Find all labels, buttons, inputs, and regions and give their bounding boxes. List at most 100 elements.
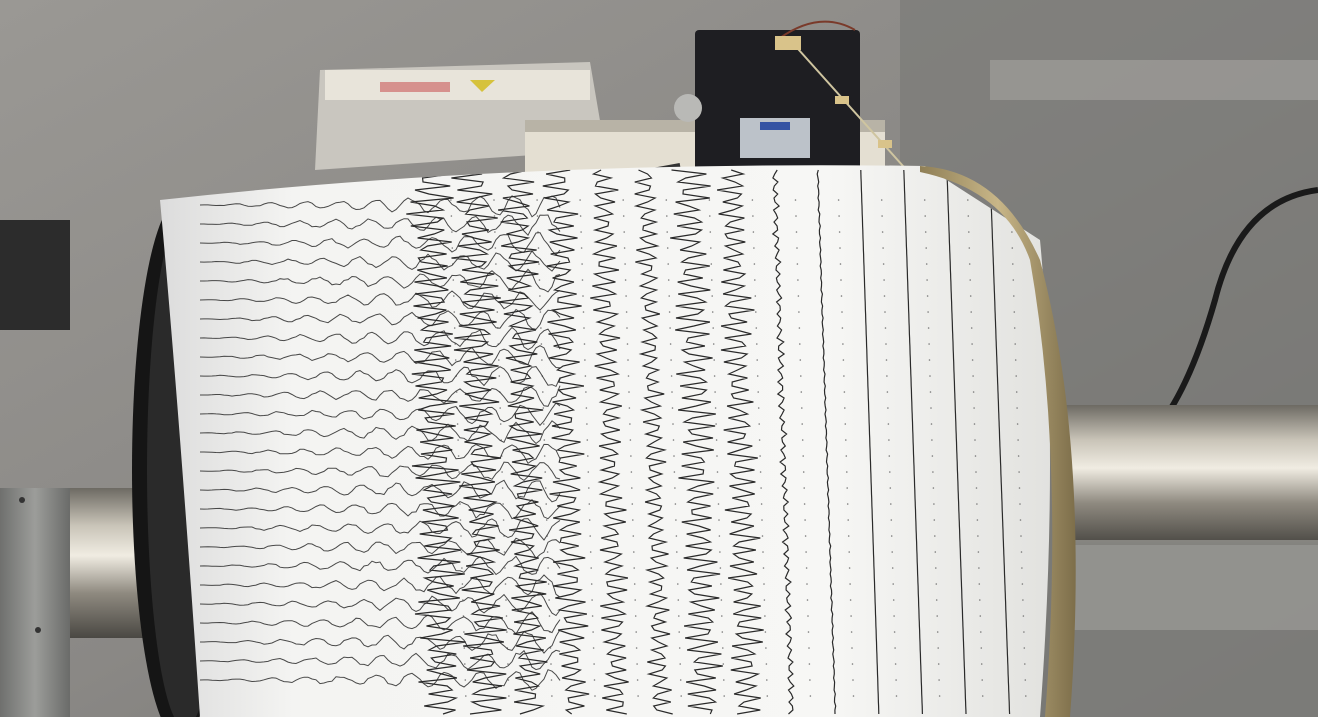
time-mark — [504, 583, 507, 585]
time-mark — [635, 647, 638, 649]
time-mark — [538, 279, 541, 281]
time-mark — [845, 455, 848, 457]
time-mark — [579, 199, 581, 201]
time-mark — [883, 279, 885, 281]
time-mark — [494, 231, 496, 233]
time-mark — [970, 327, 973, 329]
time-mark — [710, 247, 712, 249]
time-mark — [796, 263, 799, 265]
time-mark — [679, 679, 682, 681]
time-mark — [590, 583, 593, 585]
time-mark — [973, 407, 975, 409]
time-mark — [932, 471, 934, 473]
time-mark — [675, 535, 678, 537]
time-mark — [543, 423, 545, 425]
time-mark — [721, 631, 724, 633]
scrawl-line — [199, 518, 561, 541]
time-mark — [763, 583, 765, 585]
time-mark — [937, 647, 939, 649]
time-mark — [932, 487, 935, 489]
time-mark — [502, 503, 504, 505]
time-mark — [631, 503, 634, 505]
time-mark — [451, 231, 453, 233]
time-mark — [850, 631, 853, 633]
time-mark — [714, 391, 716, 393]
time-mark — [536, 215, 539, 217]
wire-icon — [779, 20, 856, 39]
time-mark — [967, 215, 970, 217]
scrawl-line — [199, 498, 561, 520]
time-mark — [630, 455, 632, 457]
scrawl-line — [200, 385, 561, 407]
power-cable — [1167, 187, 1318, 412]
time-mark — [971, 343, 973, 345]
time-mark — [463, 647, 466, 649]
time-mark — [671, 407, 674, 409]
time-mark — [583, 343, 586, 345]
time-mark — [583, 327, 585, 329]
time-mark — [541, 359, 543, 361]
trace-line — [542, 169, 590, 715]
time-mark — [708, 199, 711, 201]
time-mark — [453, 311, 456, 313]
time-mark — [1020, 551, 1023, 553]
time-mark — [757, 407, 760, 409]
time-mark — [495, 263, 497, 265]
time-mark — [968, 231, 970, 233]
time-mark — [550, 679, 553, 681]
knob-icon — [674, 94, 702, 122]
time-mark — [979, 599, 981, 601]
time-mark — [888, 455, 891, 457]
time-mark — [624, 279, 627, 281]
time-mark — [628, 407, 631, 409]
time-mark — [840, 279, 842, 281]
time-mark — [981, 679, 983, 681]
time-mark — [882, 247, 884, 249]
time-mark — [718, 519, 720, 521]
time-mark — [719, 567, 722, 569]
time-mark — [927, 327, 930, 329]
time-mark — [666, 231, 668, 233]
time-mark — [981, 695, 984, 697]
trace-line — [717, 169, 764, 715]
time-mark — [676, 567, 679, 569]
scrawl-line — [199, 649, 561, 671]
time-mark — [710, 263, 713, 265]
time-mark — [461, 567, 463, 569]
time-mark — [1017, 455, 1020, 457]
time-mark — [545, 503, 547, 505]
time-mark — [591, 615, 594, 617]
time-mark — [592, 647, 595, 649]
time-mark — [1012, 279, 1015, 281]
time-mark — [1022, 615, 1025, 617]
time-mark — [454, 359, 457, 361]
time-mark — [977, 535, 979, 537]
time-mark — [499, 407, 502, 409]
time-mark — [756, 359, 758, 361]
time-mark — [547, 567, 549, 569]
trace-line — [903, 169, 923, 715]
time-mark — [716, 455, 718, 457]
time-mark — [751, 199, 754, 201]
time-mark — [1013, 327, 1016, 329]
time-mark — [753, 247, 755, 249]
time-mark — [837, 199, 840, 201]
time-mark — [758, 423, 760, 425]
time-mark — [717, 503, 720, 505]
time-mark — [892, 583, 894, 585]
time-mark — [843, 391, 846, 393]
time-mark — [677, 599, 680, 601]
time-mark — [542, 407, 545, 409]
time-mark — [672, 439, 675, 441]
time-mark — [851, 663, 854, 665]
time-mark — [679, 663, 681, 665]
time-mark — [1014, 359, 1017, 361]
time-mark — [797, 295, 800, 297]
time-mark — [1013, 295, 1015, 297]
time-mark — [889, 471, 891, 473]
time-mark — [844, 407, 846, 409]
scrawl-line — [199, 308, 561, 330]
time-mark — [762, 567, 765, 569]
time-mark — [496, 311, 499, 313]
time-mark — [937, 663, 940, 665]
